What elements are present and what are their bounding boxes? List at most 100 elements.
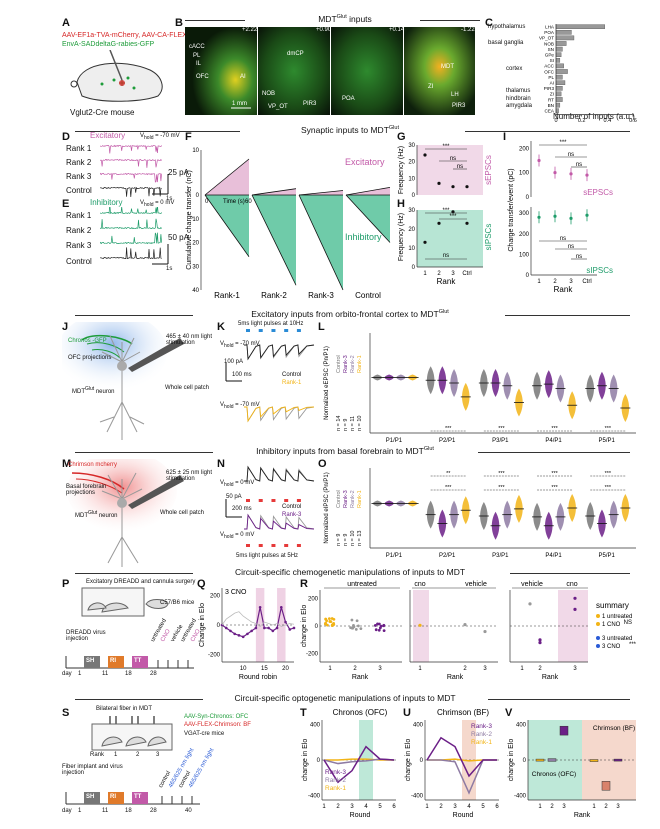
f-tick: 0	[196, 193, 200, 199]
c-group: cortex	[506, 66, 523, 72]
section-title-opto: Circuit-specific optogenetic manipulatio…	[234, 693, 456, 703]
violin-sig: ***	[605, 485, 612, 491]
q-point	[237, 634, 241, 637]
panel-label-h: H	[397, 198, 405, 210]
c-bar	[555, 52, 562, 58]
h-point	[437, 221, 441, 225]
round-ytick: 0	[420, 758, 424, 764]
r-xlabel: Rank	[542, 674, 559, 681]
r-xlabel: Rank	[352, 674, 369, 681]
h-xtick: 1	[423, 271, 427, 277]
section-title-bf: Inhibitory inputs from basal forebrain t…	[256, 446, 434, 456]
r-summary-label: 1 untreated	[602, 614, 632, 620]
i-xtick: 1	[537, 279, 541, 285]
violin-n: n = 10	[357, 416, 363, 431]
r-point	[356, 624, 360, 628]
d-scale-y: 25 pA	[168, 168, 189, 177]
f-inh-label: Inhibitory	[345, 232, 382, 242]
d-row-label: Rank 3	[66, 172, 92, 181]
i-tick: 0	[526, 273, 530, 279]
round-ylabel: change in Elo	[405, 739, 412, 782]
c-region-label: POA	[544, 30, 555, 35]
r-point	[324, 621, 328, 625]
r-point	[463, 623, 467, 627]
c-group: hindbrain	[506, 96, 531, 102]
s-v1: AAV-Syn-Chronos: OFC	[184, 714, 249, 720]
v-xlabel: Rank	[574, 812, 591, 819]
i-tick: 100	[519, 252, 530, 258]
q-point	[229, 629, 232, 633]
g-point	[451, 185, 455, 189]
v-xtick: 2	[550, 804, 554, 810]
b-coord-2: +0.90	[316, 27, 332, 33]
i-sig: ns	[568, 244, 574, 250]
q-line-grey	[221, 611, 295, 628]
round-xtick: 6	[495, 804, 499, 810]
e-row-label: Rank 3	[66, 241, 92, 250]
g-point	[423, 153, 427, 157]
r-xtick: 1	[520, 666, 524, 672]
violin-sig: ***	[498, 485, 505, 491]
violin-sig: ***	[498, 426, 505, 432]
v-box	[613, 758, 623, 762]
h-tick: 30	[408, 208, 415, 214]
light-pulse	[271, 499, 276, 502]
n-scale-x: 200 ms	[232, 506, 252, 512]
r-xtick: 1	[328, 666, 332, 672]
violin-sig: ***	[445, 426, 452, 432]
c-region-label: SI	[550, 58, 554, 63]
violin-ylabel: Normalized eIPSC (Pn/P1)	[324, 472, 330, 543]
k-legend-control: Control	[282, 372, 302, 378]
i-ylabel: Charge transfer/event (pC)	[508, 168, 515, 251]
opto-timeline	[65, 716, 200, 805]
round-line-rank3	[323, 745, 395, 784]
e-vhold: Vhold = 0 mV	[140, 200, 175, 209]
trace	[100, 218, 162, 230]
q-point	[246, 632, 249, 636]
i-sig: ns	[560, 236, 566, 242]
h-ylabel: Frequency (Hz)	[398, 213, 405, 261]
panel-i-chart: 0 100 200 sEPSCs 0 100 200 300 sIPSCs 1 2 3 Ctrl Rank…	[508, 140, 613, 294]
panel-o-chart: Normalized eIPSC (Pn/P1) Control n = 9 Rank…	[324, 468, 636, 559]
section-title-dreadd: Circuit-specific chemogenetic manipulati…	[234, 567, 466, 577]
round-legend: Rank-1	[325, 785, 346, 792]
c-bar	[555, 58, 561, 63]
i-point	[585, 173, 589, 177]
n-title: 5ms light pulses at 5Hz	[236, 553, 299, 559]
s-day-val: 18	[125, 808, 132, 814]
panel-label-r: R	[300, 578, 308, 590]
k-vhold-bottom: Vhold = -70 mV	[220, 402, 260, 411]
f-time-tick: 0	[205, 199, 209, 205]
violin-legend: Rank-1	[357, 355, 363, 373]
r-ytick: 0	[315, 624, 319, 630]
i-sig: ***	[559, 140, 567, 146]
d-title: Excitatory	[90, 131, 126, 140]
q-point	[271, 629, 275, 633]
p-day: day	[62, 671, 72, 677]
f-exc-area	[252, 188, 296, 195]
i-sig: ns	[576, 162, 582, 168]
violin-xtick: P4/P1	[545, 438, 562, 444]
trace	[100, 232, 162, 245]
j-proj: OFC projections	[68, 355, 112, 361]
violin-xtick: P2/P1	[439, 553, 456, 559]
q-xtick: 15	[261, 666, 268, 672]
panel-label-m: M	[62, 458, 72, 470]
q-point	[254, 626, 258, 630]
light-pulse	[284, 544, 289, 547]
violin-n: n = 11	[350, 416, 356, 431]
i-point	[585, 213, 589, 217]
q-point	[258, 605, 262, 609]
round-xtick: 3	[453, 804, 457, 810]
i-tick: 200	[519, 232, 530, 238]
i-tick: 100	[519, 171, 530, 177]
e-traces	[100, 207, 169, 265]
q-point	[288, 628, 292, 631]
panel-a-mouse: Vglut2-Cre mouse	[70, 108, 135, 117]
c-region-label: NOB	[544, 41, 554, 46]
f-exc-line	[204, 158, 250, 196]
v-label: Chrimson (BF)	[593, 725, 635, 732]
